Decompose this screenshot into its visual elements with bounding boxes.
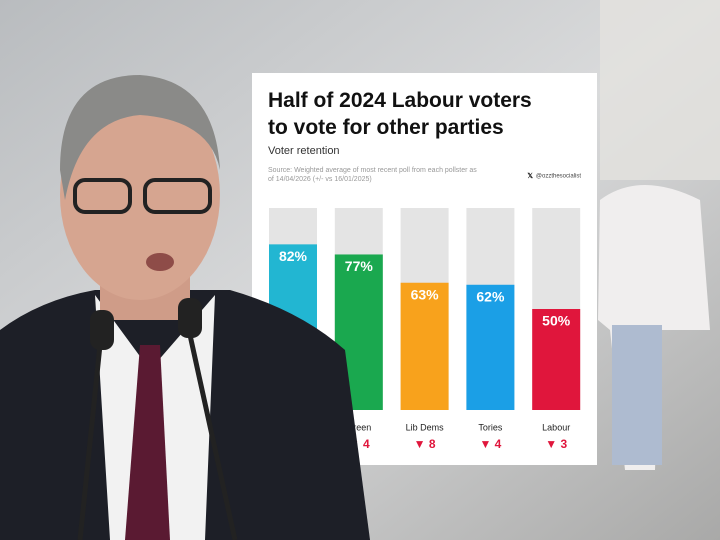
- person-photo: [0, 75, 370, 540]
- value-label: 82%: [279, 248, 308, 264]
- chart-source: Source: Weighted average of most recent …: [268, 167, 477, 183]
- value-label: 62%: [476, 288, 505, 304]
- chart-credit: @ozzthesocialist: [536, 174, 581, 180]
- x-tick-label: Tories: [478, 422, 503, 432]
- title-line: to vote for other parties: [268, 116, 504, 139]
- bar: [532, 309, 581, 410]
- change-label: ▼ 4: [479, 437, 501, 451]
- x-logo: 𝕏: [527, 172, 533, 180]
- change-label: ▼ 3: [545, 437, 567, 451]
- chart-title: Half of 2024 Labour voters to vote for ot…: [268, 89, 532, 139]
- pedestrian-jeans: [612, 325, 662, 465]
- x-tick-label: Labour: [542, 422, 570, 432]
- chart-subtitle: Voter retention: [268, 145, 340, 157]
- bar: [400, 282, 449, 410]
- x-tick-label: Lib Dems: [406, 422, 445, 432]
- building: [600, 0, 720, 180]
- x-tick-label: Green: [346, 422, 371, 432]
- value-label: 50%: [542, 313, 571, 329]
- title-line: Half of 2024 Labour voters: [268, 89, 532, 112]
- bar: [466, 284, 515, 410]
- value-label: 77%: [345, 258, 374, 274]
- change-label: ▼ 8: [414, 437, 436, 451]
- source-line: of 14/04/2026 (+/- vs 16/01/2025): [268, 176, 372, 183]
- source-line: Source: Weighted average of most recent …: [268, 167, 477, 174]
- value-label: 63%: [411, 286, 440, 302]
